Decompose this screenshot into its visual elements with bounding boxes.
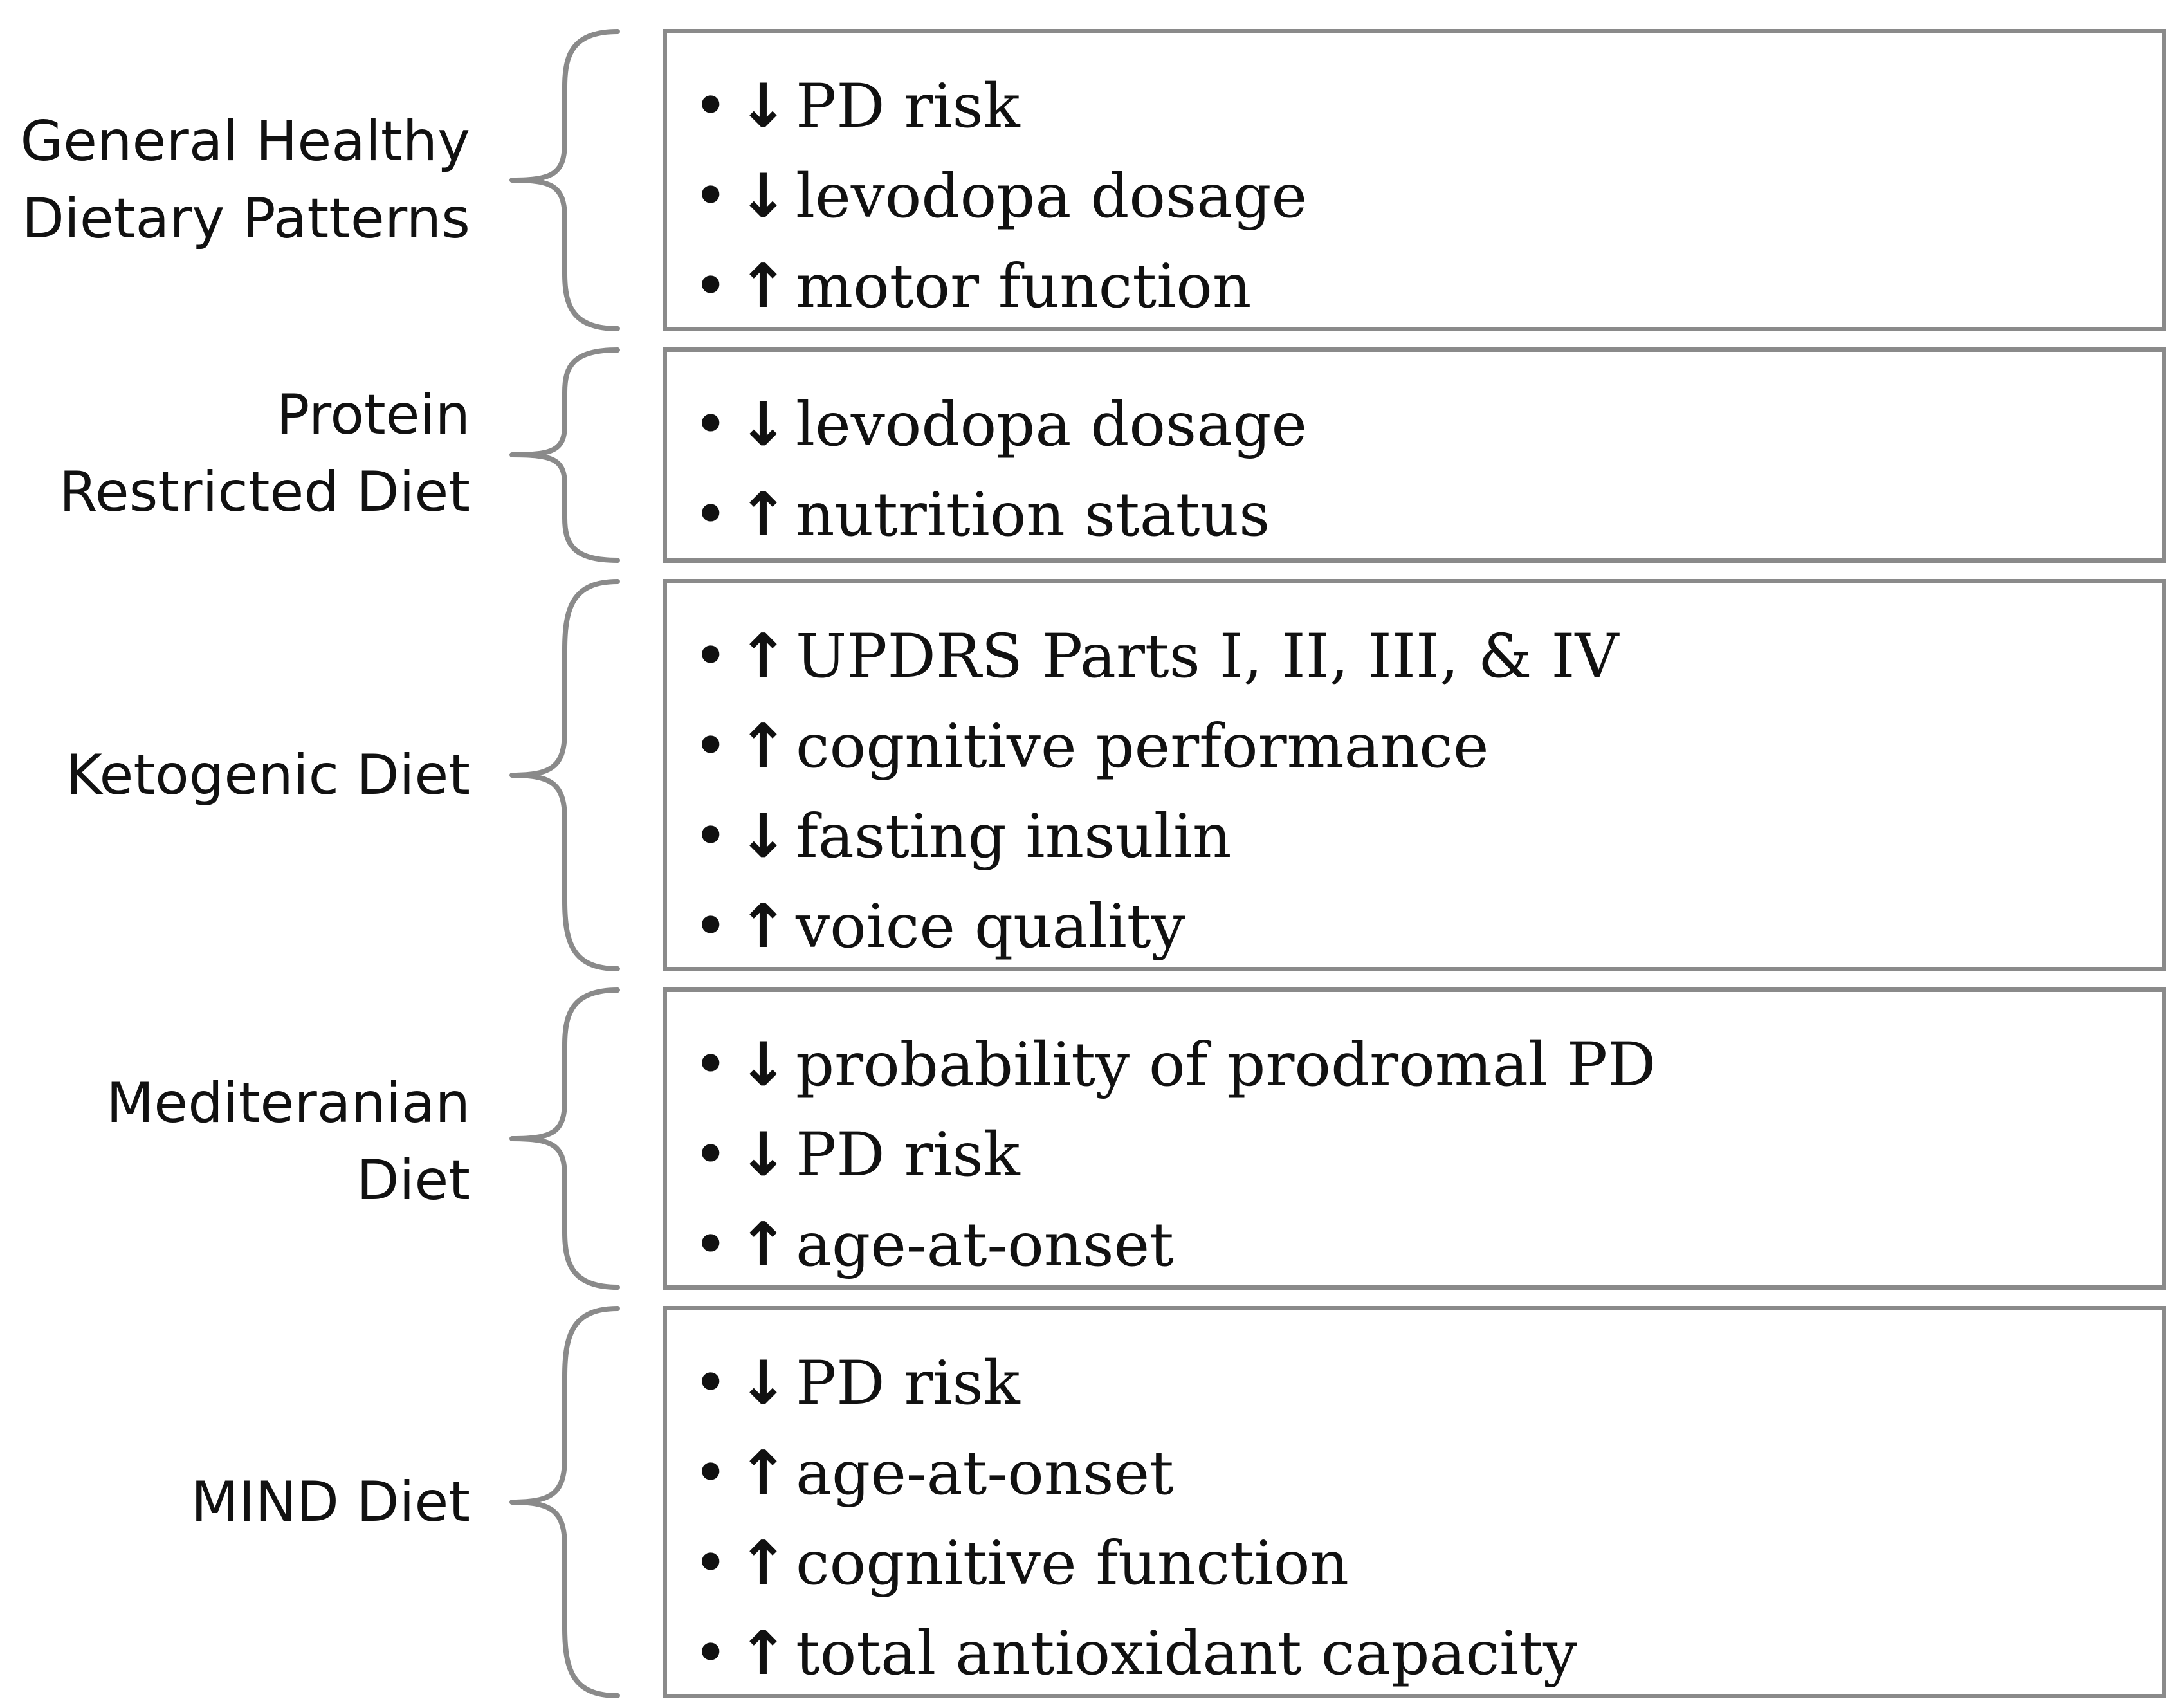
diet-label-mediterranean: Mediteranian Diet [0,1065,470,1219]
bullet-icon: • [693,1438,729,1509]
arrow-up-icon: ↑ [738,621,789,692]
effect-text: nutrition status [796,480,1270,550]
effects-box-general-healthy: • ↓ PD risk • ↓ levodopa dosage • ↑ motor func… [663,29,2166,331]
effect-item: • ↓ levodopa dosage [693,380,2162,470]
effect-item: • ↓ fasting insulin [693,792,2162,882]
effects-box-mind: • ↓ PD risk • ↑ age-at-onset • ↑ cognitive fun… [663,1306,2166,1698]
bullet-icon: • [693,1030,729,1100]
effect-text: levodopa dosage [796,161,1308,232]
bullet-icon: • [693,1619,729,1689]
bullet-icon: • [693,1210,729,1280]
bullet-icon: • [693,71,729,142]
diet-label-protein-restricted: Protein Restricted Diet [0,376,470,531]
arrow-up-icon: ↑ [738,1438,789,1509]
brace-icon [509,987,620,1290]
effect-text: fasting insulin [796,802,1232,872]
diet-label-line: MIND Diet [190,1470,470,1534]
effect-text: UPDRS Parts I, II, III, & IV [796,621,1619,692]
effect-item: • ↓ PD risk [693,62,2162,152]
brace-icon [509,347,620,563]
arrow-down-icon: ↓ [738,1348,789,1419]
diet-label-line: Protein [276,383,470,447]
effect-text: cognitive function [796,1529,1349,1599]
effect-item: • ↑ voice quality [693,882,2162,972]
effect-item: • ↑ nutrition status [693,470,2162,560]
diet-label-mind: MIND Diet [0,1464,470,1541]
bullet-icon: • [693,252,729,322]
arrow-down-icon: ↓ [738,802,789,872]
arrow-up-icon: ↑ [738,1210,789,1280]
diet-label-line: Mediteranian [106,1071,470,1135]
effect-text: motor function [796,252,1252,322]
bullet-icon: • [693,161,729,232]
effect-item: • ↓ probability of prodromal PD [693,1020,2162,1110]
arrow-down-icon: ↓ [738,161,789,232]
bullet-icon: • [693,390,729,460]
arrow-up-icon: ↑ [738,1619,789,1689]
effect-item: • ↑ cognitive function [693,1519,2162,1609]
effects-box-ketogenic: • ↑ UPDRS Parts I, II, III, & IV • ↑ cogniti… [663,579,2166,971]
effect-text: age-at-onset [796,1210,1174,1280]
bullet-icon: • [693,480,729,550]
effects-box-protein-restricted: • ↓ levodopa dosage • ↑ nutrition status [663,347,2166,563]
effect-item: • ↑ UPDRS Parts I, II, III, & IV [693,612,2162,702]
effect-text: levodopa dosage [796,390,1308,460]
diet-label-line: Diet [356,1148,470,1213]
effect-text: cognitive performance [796,712,1489,782]
effects-box-mediterranean: • ↓ probability of prodromal PD • ↓ PD risk … [663,987,2166,1290]
diet-label-ketogenic: Ketogenic Diet [0,737,470,814]
effect-item: • ↓ levodopa dosage [693,152,2162,242]
brace-icon [509,579,620,971]
effect-item: • ↑ cognitive performance [693,702,2162,792]
diet-label-line: General Healthy [20,109,470,174]
bullet-icon: • [693,1529,729,1599]
diet-label-general-healthy: General Healthy Dietary Patterns [0,103,470,257]
bullet-icon: • [693,712,729,782]
effect-text: PD risk [796,71,1020,142]
arrow-down-icon: ↓ [738,1030,789,1100]
effect-text: total antioxidant capacity [796,1619,1578,1689]
diet-label-line: Restricted Diet [59,460,470,524]
arrow-up-icon: ↑ [738,712,789,782]
diet-label-line: Dietary Patterns [21,187,470,251]
effect-text: age-at-onset [796,1438,1174,1509]
effect-item: • ↓ PD risk [693,1339,2162,1429]
bullet-icon: • [693,1348,729,1419]
effect-text: voice quality [796,892,1185,962]
bullet-icon: • [693,892,729,962]
effect-item: • ↑ age-at-onset [693,1429,2162,1519]
arrow-up-icon: ↑ [738,480,789,550]
brace-icon [509,1306,620,1698]
arrow-down-icon: ↓ [738,1120,789,1190]
arrow-up-icon: ↑ [738,252,789,322]
effect-text: PD risk [796,1348,1020,1419]
effect-item: • ↑ age-at-onset [693,1200,2162,1290]
arrow-up-icon: ↑ [738,892,789,962]
arrow-down-icon: ↓ [738,390,789,460]
effect-item: • ↑ total antioxidant capacity [693,1609,2162,1699]
effect-text: probability of prodromal PD [796,1030,1656,1100]
bullet-icon: • [693,1120,729,1190]
effect-item: • ↑ motor function [693,242,2162,332]
effect-item: • ↓ PD risk [693,1110,2162,1200]
brace-icon [509,29,620,331]
diet-label-line: Ketogenic Diet [66,743,470,807]
arrow-up-icon: ↑ [738,1529,789,1599]
arrow-down-icon: ↓ [738,71,789,142]
effect-text: PD risk [796,1120,1020,1190]
bullet-icon: • [693,802,729,872]
bullet-icon: • [693,621,729,692]
